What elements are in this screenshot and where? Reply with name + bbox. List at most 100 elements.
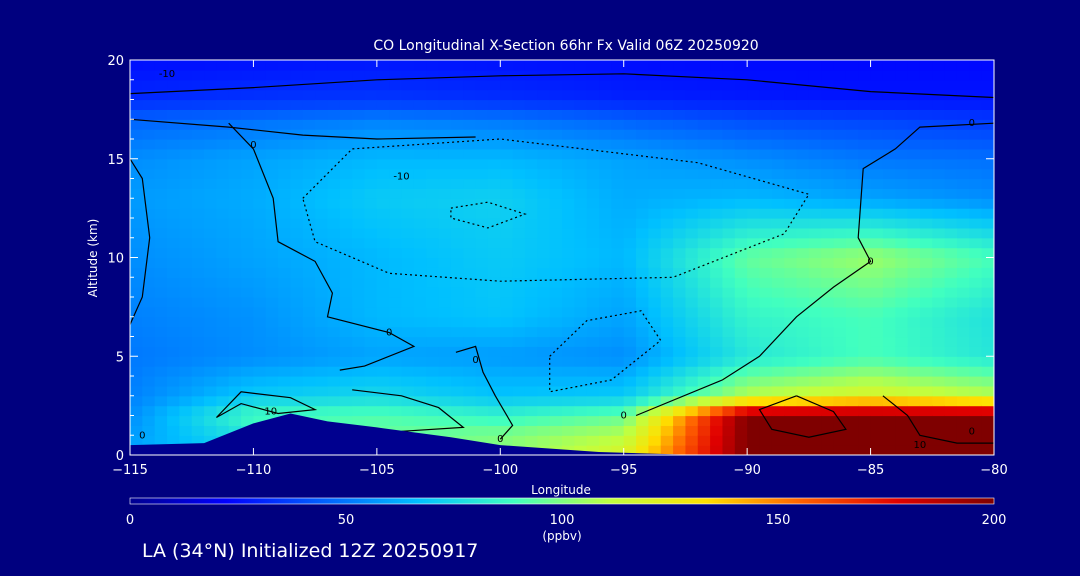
field-cell [660, 60, 674, 71]
field-cell [450, 178, 464, 189]
field-cell [204, 79, 217, 91]
field-cell [562, 346, 575, 357]
field-cell [895, 376, 909, 387]
field-cell [697, 178, 711, 189]
field-cell [821, 445, 835, 455]
field-cell [648, 227, 662, 239]
field-cell [204, 405, 217, 417]
field-cell [302, 168, 316, 180]
field-cell [315, 336, 329, 347]
colorbar-tick-label: 50 [338, 513, 355, 528]
field-cell [278, 119, 292, 130]
field-cell [167, 356, 180, 367]
field-cell [932, 218, 946, 229]
field-cell [796, 346, 810, 357]
field-cell [599, 346, 612, 357]
field-cell [611, 99, 625, 110]
field-cell [685, 445, 699, 455]
field-cell [290, 178, 304, 189]
field-cell [537, 366, 551, 377]
field-cell [500, 227, 514, 239]
field-cell [907, 69, 921, 81]
field-cell [389, 148, 403, 160]
field-cell [364, 99, 378, 110]
field-cell [562, 277, 575, 288]
field-cell [858, 326, 872, 338]
field-cell [401, 148, 415, 160]
field-cell [142, 336, 156, 347]
field-cell [969, 366, 983, 377]
field-cell [315, 326, 329, 338]
field-cell [808, 306, 822, 318]
field-cell [845, 336, 859, 347]
field-cell [463, 297, 477, 308]
field-cell [586, 336, 600, 347]
field-cell [895, 346, 909, 357]
field-cell [463, 60, 477, 71]
field-cell [636, 287, 649, 298]
field-cell [315, 139, 329, 150]
field-cell [784, 119, 798, 130]
field-cell [586, 119, 600, 130]
contour [130, 73, 994, 99]
field-cell [722, 69, 736, 81]
field-cell [216, 267, 230, 278]
field-cell [981, 119, 994, 130]
field-cell [327, 356, 341, 367]
field-cell [426, 69, 440, 81]
field-cell [364, 326, 378, 338]
field-cell [463, 277, 477, 288]
field-cell [228, 346, 242, 357]
field-cell [154, 188, 168, 199]
field-cell [253, 415, 267, 426]
field-cell [512, 277, 526, 288]
field-cell [487, 425, 501, 436]
field-cell [524, 277, 538, 288]
field-cell [142, 247, 156, 259]
field-cell [882, 247, 896, 259]
field-cell [956, 89, 970, 101]
field-cell [919, 237, 933, 249]
field-cell [487, 306, 501, 318]
field-cell [450, 356, 464, 367]
field-cell [956, 139, 970, 150]
field-cell [228, 267, 242, 278]
field-cell [290, 89, 304, 101]
field-cell [339, 415, 353, 426]
field-cell [895, 139, 909, 150]
field-cell [524, 178, 538, 189]
field-cell [401, 139, 415, 150]
field-cell [611, 445, 625, 455]
field-cell [537, 316, 551, 328]
field-cell [636, 405, 649, 417]
field-cell [537, 178, 551, 189]
field-cell [216, 385, 230, 397]
field-cell [796, 415, 810, 426]
field-cell [315, 129, 329, 140]
field-cell [784, 69, 798, 81]
field-cell [956, 208, 970, 219]
field-cell [722, 306, 736, 318]
field-cell [845, 287, 859, 298]
field-cell [685, 326, 699, 338]
field-cell [907, 247, 921, 259]
field-cell [734, 178, 748, 189]
field-cell [154, 316, 168, 328]
field-cell [549, 277, 563, 288]
field-cell [290, 277, 304, 288]
field-cell [389, 257, 403, 268]
field-cell [253, 287, 267, 298]
field-cell [919, 119, 933, 130]
field-cell [463, 89, 477, 101]
field-cell [315, 60, 329, 71]
field-cell [771, 60, 785, 71]
field-cell [697, 208, 711, 219]
contour-label: -10 [159, 69, 175, 80]
field-cell [475, 109, 489, 120]
field-cell [722, 99, 736, 110]
contour [352, 389, 465, 432]
field-cell [204, 326, 217, 338]
field-cell [685, 89, 699, 101]
field-cell [241, 99, 255, 110]
